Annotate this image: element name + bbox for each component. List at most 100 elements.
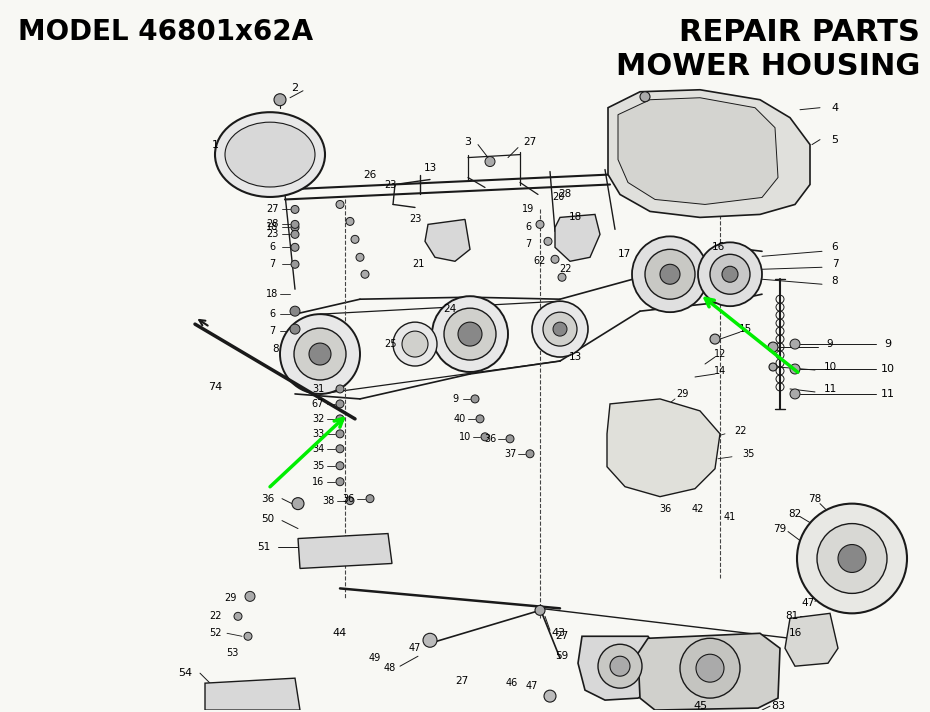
Ellipse shape <box>290 306 300 316</box>
Text: 32: 32 <box>312 414 325 424</box>
Text: 35: 35 <box>312 461 325 471</box>
Text: 46: 46 <box>506 678 518 689</box>
Text: 18: 18 <box>266 289 278 299</box>
Ellipse shape <box>292 498 304 510</box>
Text: 2: 2 <box>291 83 299 93</box>
Text: 35: 35 <box>742 449 754 459</box>
Ellipse shape <box>280 314 360 394</box>
Text: 16: 16 <box>711 242 724 252</box>
Ellipse shape <box>790 339 800 349</box>
Text: 28: 28 <box>266 219 278 229</box>
Text: 78: 78 <box>808 493 821 503</box>
Text: 13: 13 <box>423 162 436 172</box>
Ellipse shape <box>432 296 508 372</box>
Text: 28: 28 <box>558 189 572 199</box>
Text: 27: 27 <box>456 676 469 686</box>
Text: 26: 26 <box>364 169 377 179</box>
Ellipse shape <box>244 632 252 640</box>
Text: 36: 36 <box>484 434 496 444</box>
Text: 41: 41 <box>724 512 737 522</box>
Text: 27: 27 <box>524 137 537 147</box>
Ellipse shape <box>797 503 907 613</box>
Text: 18: 18 <box>266 222 278 232</box>
Ellipse shape <box>336 478 344 486</box>
Ellipse shape <box>245 592 255 602</box>
Ellipse shape <box>458 322 482 346</box>
Text: 79: 79 <box>774 523 787 533</box>
Ellipse shape <box>336 400 344 408</box>
Text: 6: 6 <box>269 309 275 319</box>
Text: 10: 10 <box>458 431 472 442</box>
Text: 31: 31 <box>312 384 325 394</box>
Polygon shape <box>638 633 780 710</box>
Text: 25: 25 <box>384 339 396 349</box>
Ellipse shape <box>551 256 559 263</box>
Ellipse shape <box>423 633 437 647</box>
Text: 20: 20 <box>551 192 565 202</box>
Ellipse shape <box>481 433 489 441</box>
Ellipse shape <box>710 254 750 294</box>
Text: 22: 22 <box>559 264 571 274</box>
Text: 53: 53 <box>226 648 238 658</box>
Ellipse shape <box>769 363 777 371</box>
Polygon shape <box>425 219 470 261</box>
Ellipse shape <box>291 244 299 251</box>
Text: 52: 52 <box>208 628 221 638</box>
Text: 6: 6 <box>269 242 275 252</box>
Ellipse shape <box>393 322 437 366</box>
Text: 9: 9 <box>452 394 458 404</box>
Text: 8: 8 <box>272 344 279 354</box>
Text: 7: 7 <box>831 259 838 269</box>
Text: 27: 27 <box>266 204 278 214</box>
Text: 36: 36 <box>261 493 274 503</box>
Ellipse shape <box>336 445 344 453</box>
Ellipse shape <box>290 324 300 334</box>
Ellipse shape <box>346 217 354 226</box>
Ellipse shape <box>506 435 514 443</box>
Polygon shape <box>607 399 720 497</box>
Text: 82: 82 <box>789 508 802 518</box>
Text: 7: 7 <box>269 259 275 269</box>
Text: 44: 44 <box>333 628 347 638</box>
Polygon shape <box>298 533 392 568</box>
Ellipse shape <box>817 523 887 593</box>
Ellipse shape <box>526 450 534 458</box>
Text: 23: 23 <box>384 179 396 189</box>
Ellipse shape <box>351 236 359 244</box>
Text: 47: 47 <box>525 681 538 691</box>
Text: 34: 34 <box>312 444 325 454</box>
Ellipse shape <box>476 415 484 423</box>
Text: 4: 4 <box>831 103 839 112</box>
Ellipse shape <box>274 94 286 105</box>
Text: 51: 51 <box>258 542 271 552</box>
Text: 45: 45 <box>693 701 707 711</box>
Ellipse shape <box>356 253 364 261</box>
Ellipse shape <box>696 654 724 682</box>
Ellipse shape <box>536 221 544 229</box>
Ellipse shape <box>698 242 762 306</box>
Text: 59: 59 <box>555 651 568 661</box>
Ellipse shape <box>768 342 778 352</box>
Text: REPAIR PARTS: REPAIR PARTS <box>679 18 920 47</box>
Ellipse shape <box>532 301 588 357</box>
Text: 10: 10 <box>823 362 837 372</box>
Ellipse shape <box>336 201 344 209</box>
Ellipse shape <box>640 92 650 102</box>
Text: 18: 18 <box>568 212 581 222</box>
Text: 21: 21 <box>412 259 424 269</box>
Text: 14: 14 <box>714 366 726 376</box>
Ellipse shape <box>645 249 695 299</box>
Text: 13: 13 <box>568 352 581 362</box>
Text: 3: 3 <box>464 137 472 147</box>
Ellipse shape <box>291 221 299 229</box>
Ellipse shape <box>336 415 344 423</box>
Ellipse shape <box>291 231 299 239</box>
Ellipse shape <box>660 264 680 284</box>
Ellipse shape <box>558 273 566 281</box>
Text: 22: 22 <box>208 612 221 622</box>
Polygon shape <box>618 98 778 204</box>
Ellipse shape <box>346 497 354 505</box>
Text: 54: 54 <box>178 668 193 678</box>
Ellipse shape <box>336 385 344 393</box>
Text: 17: 17 <box>618 249 631 259</box>
